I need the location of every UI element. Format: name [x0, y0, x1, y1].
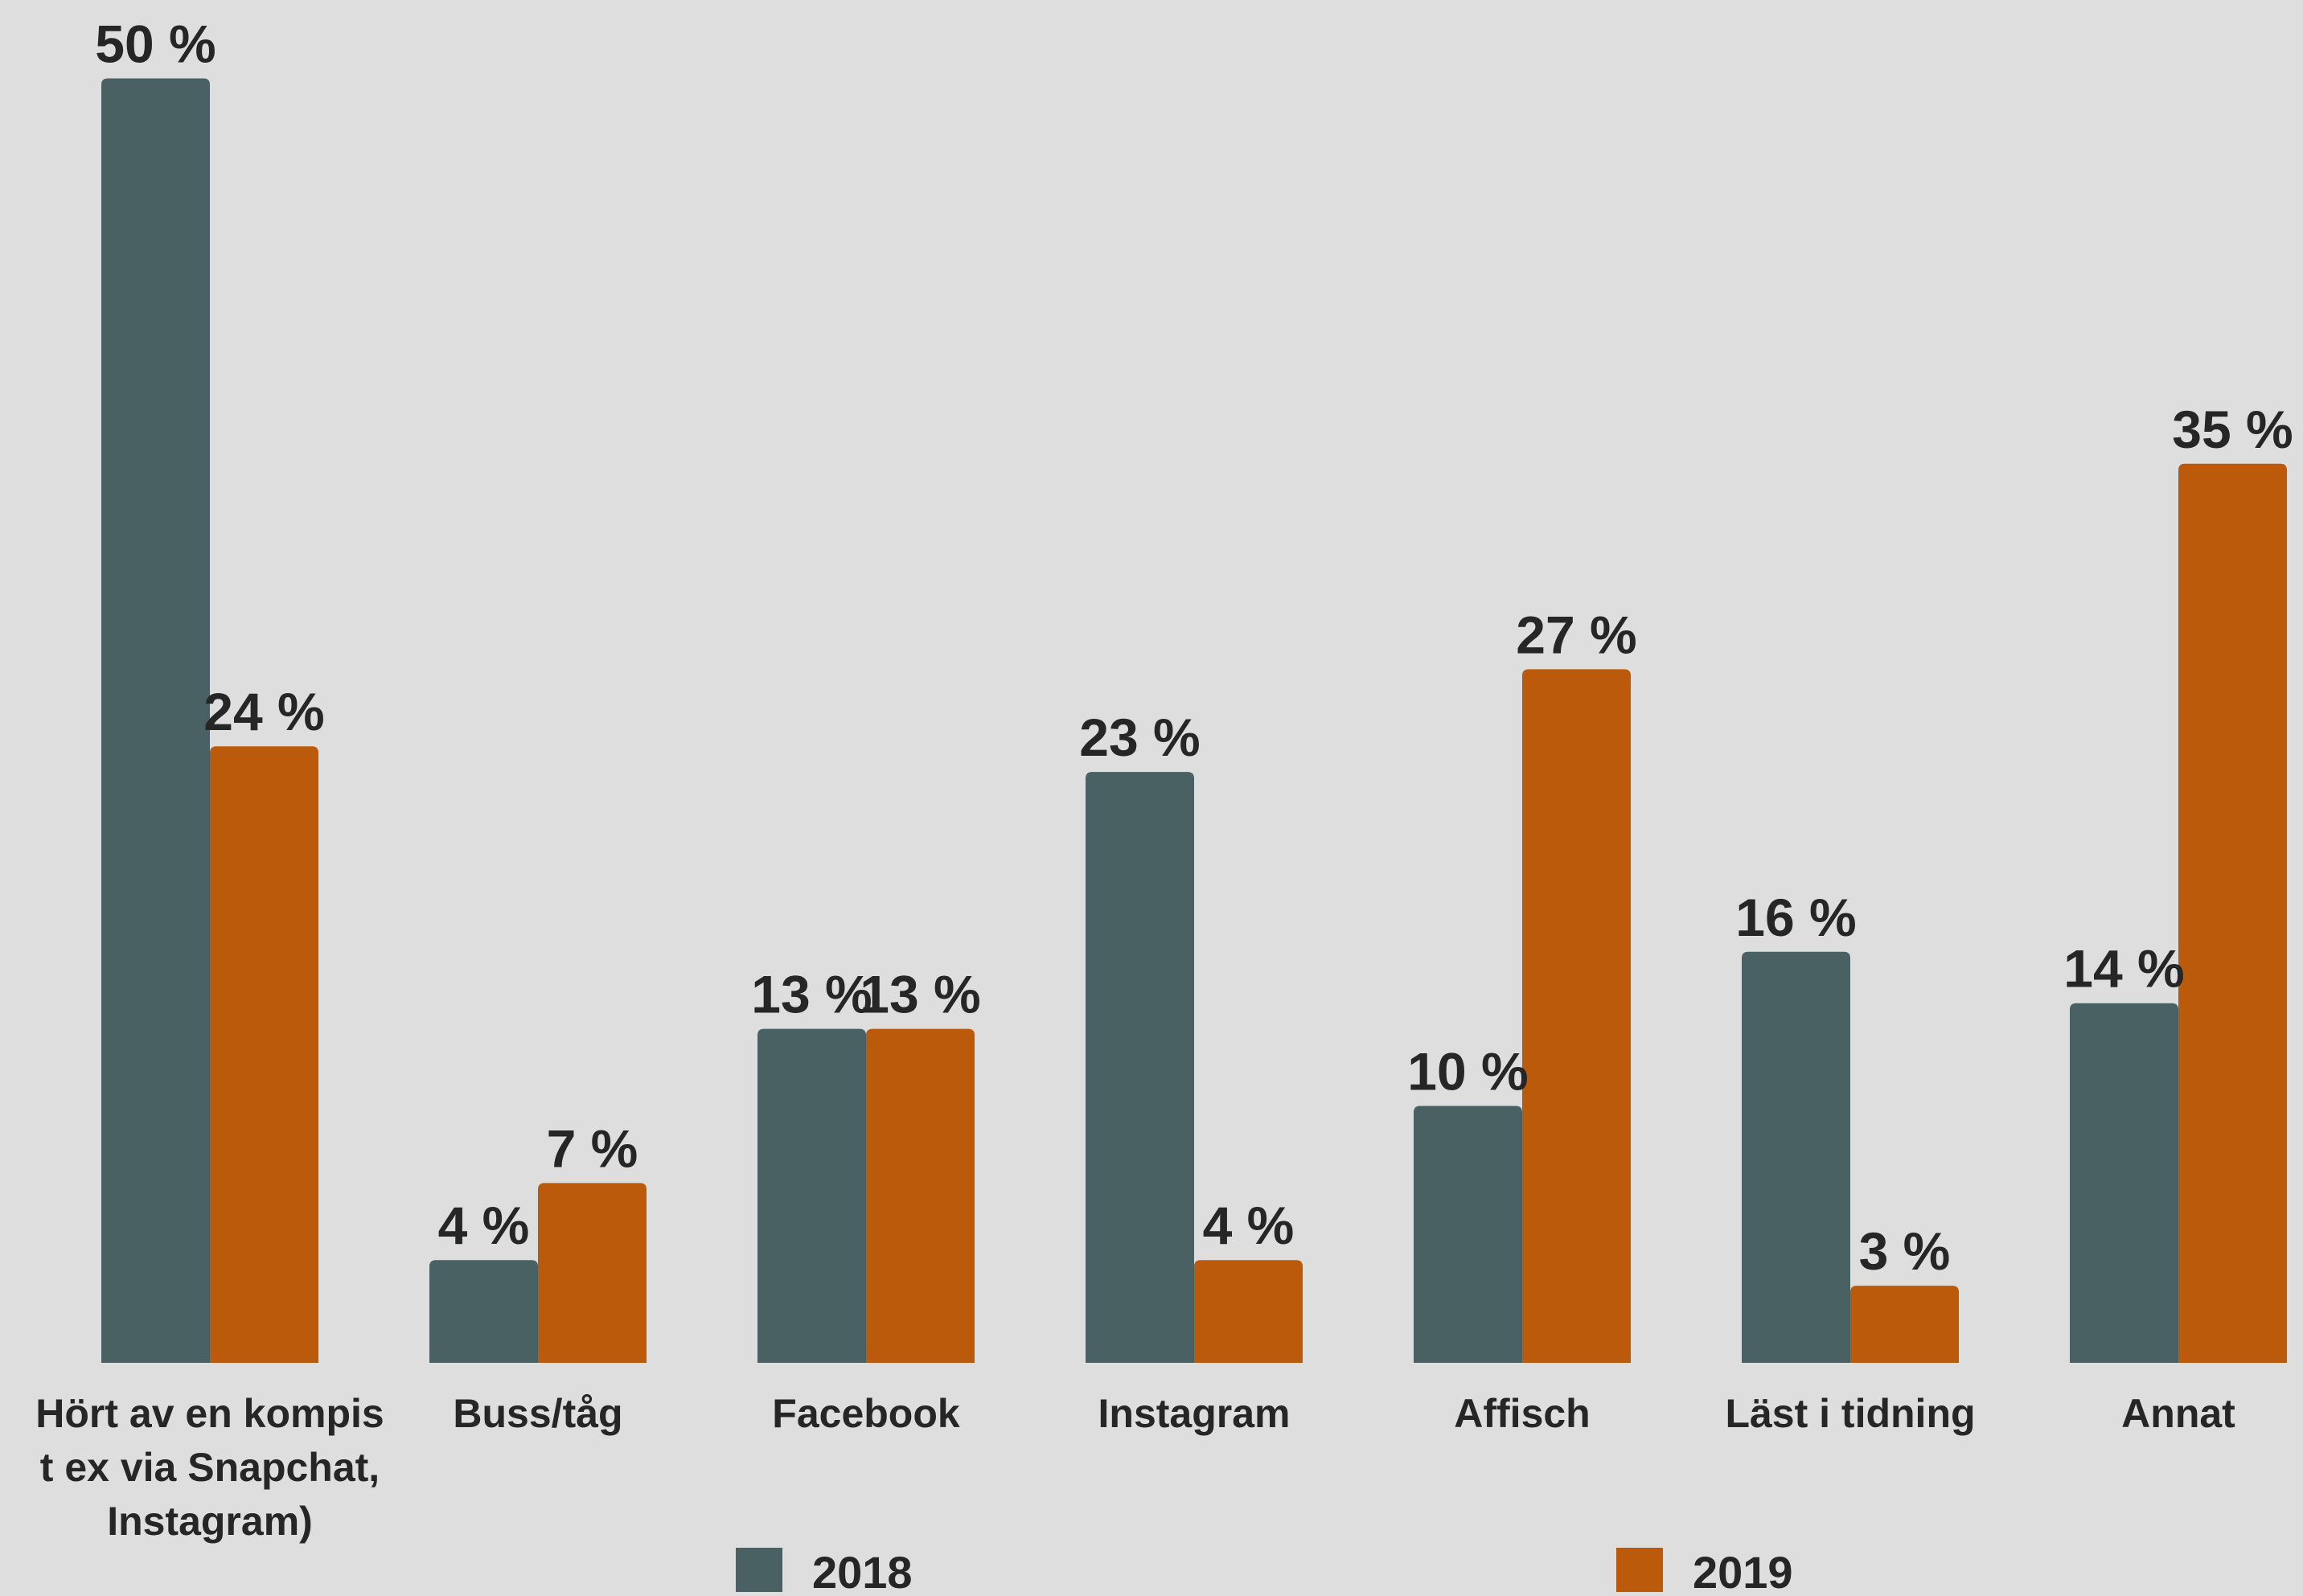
category-label-line: Facebook [772, 1391, 960, 1436]
category-label-2: Facebook [772, 1391, 960, 1436]
value-label-2018-3: 23 % [1079, 708, 1200, 767]
value-label-2019-1: 7 % [547, 1118, 638, 1178]
category-label-1: Buss/tåg [453, 1391, 622, 1436]
category-label-line: Affisch [1454, 1391, 1590, 1436]
value-label-2018-5: 16 % [1735, 888, 1856, 947]
bar-2019-5 [1850, 1286, 1959, 1363]
value-label-2019-5: 3 % [1859, 1221, 1951, 1281]
value-label-2018-1: 4 % [438, 1196, 530, 1255]
legend-label-2018: 2018 [812, 1547, 913, 1592]
category-label-line: Instagram) [107, 1499, 313, 1544]
category-label-line: Läst i tidning [1725, 1391, 1975, 1436]
bar-2019-1 [538, 1183, 647, 1363]
value-label-2019-2: 13 % [860, 965, 980, 1024]
bar-2019-3 [1194, 1260, 1303, 1363]
bar-2018-6 [2070, 1003, 2178, 1363]
bar-2018-5 [1742, 951, 1850, 1363]
category-label-0: Hört av en kompis t ex via Snapchat, Insta… [35, 1391, 384, 1544]
value-label-2018-6: 14 % [2063, 939, 2184, 999]
legend-swatch-2018 [736, 1548, 782, 1594]
bar-2018-1 [429, 1260, 538, 1363]
value-label-2018-2: 13 % [751, 965, 872, 1024]
bar-2019-2 [866, 1028, 975, 1363]
category-label-line: Instagram [1098, 1391, 1291, 1436]
value-label-2019-0: 24 % [203, 682, 324, 741]
category-label-line: Buss/tåg [453, 1391, 622, 1436]
legend: 2018 2019 [736, 1547, 1793, 1596]
value-label-2018-4: 10 % [1407, 1042, 1528, 1102]
category-label-line: Annat [2121, 1391, 2235, 1436]
bar-2018-4 [1414, 1106, 1522, 1363]
category-labels-layer: Hört av en kompis t ex via Snapchat, Insta… [35, 1391, 2235, 1544]
bars-layer [101, 78, 2287, 1363]
legend-swatch-2019 [1616, 1548, 1663, 1594]
category-label-line: t ex via Snapchat, [40, 1445, 380, 1490]
category-label-5: Läst i tidning [1725, 1391, 1975, 1436]
category-label-4: Affisch [1454, 1391, 1590, 1436]
category-label-3: Instagram [1098, 1391, 1291, 1436]
category-label-6: Annat [2121, 1391, 2235, 1436]
bar-2018-3 [1086, 772, 1194, 1363]
bar-2019-0 [210, 746, 318, 1363]
bar-2019-4 [1522, 669, 1631, 1363]
bar-2018-2 [757, 1028, 866, 1363]
value-label-2019-3: 4 % [1203, 1196, 1295, 1255]
value-labels-layer: 50 % 24 % 4 % 7 % 13 %13 % 23 % 4 % 10 % 27 % 16 … [95, 14, 2293, 1282]
value-label-2019-4: 27 % [1516, 605, 1636, 664]
value-label-2019-6: 35 % [2172, 400, 2293, 459]
bar-2019-6 [2178, 463, 2287, 1363]
legend-label-2019: 2019 [1693, 1547, 1793, 1592]
value-label-2018-0: 50 % [95, 14, 216, 74]
bar-2018-0 [101, 78, 210, 1363]
category-label-line: Hört av en kompis [35, 1391, 384, 1436]
